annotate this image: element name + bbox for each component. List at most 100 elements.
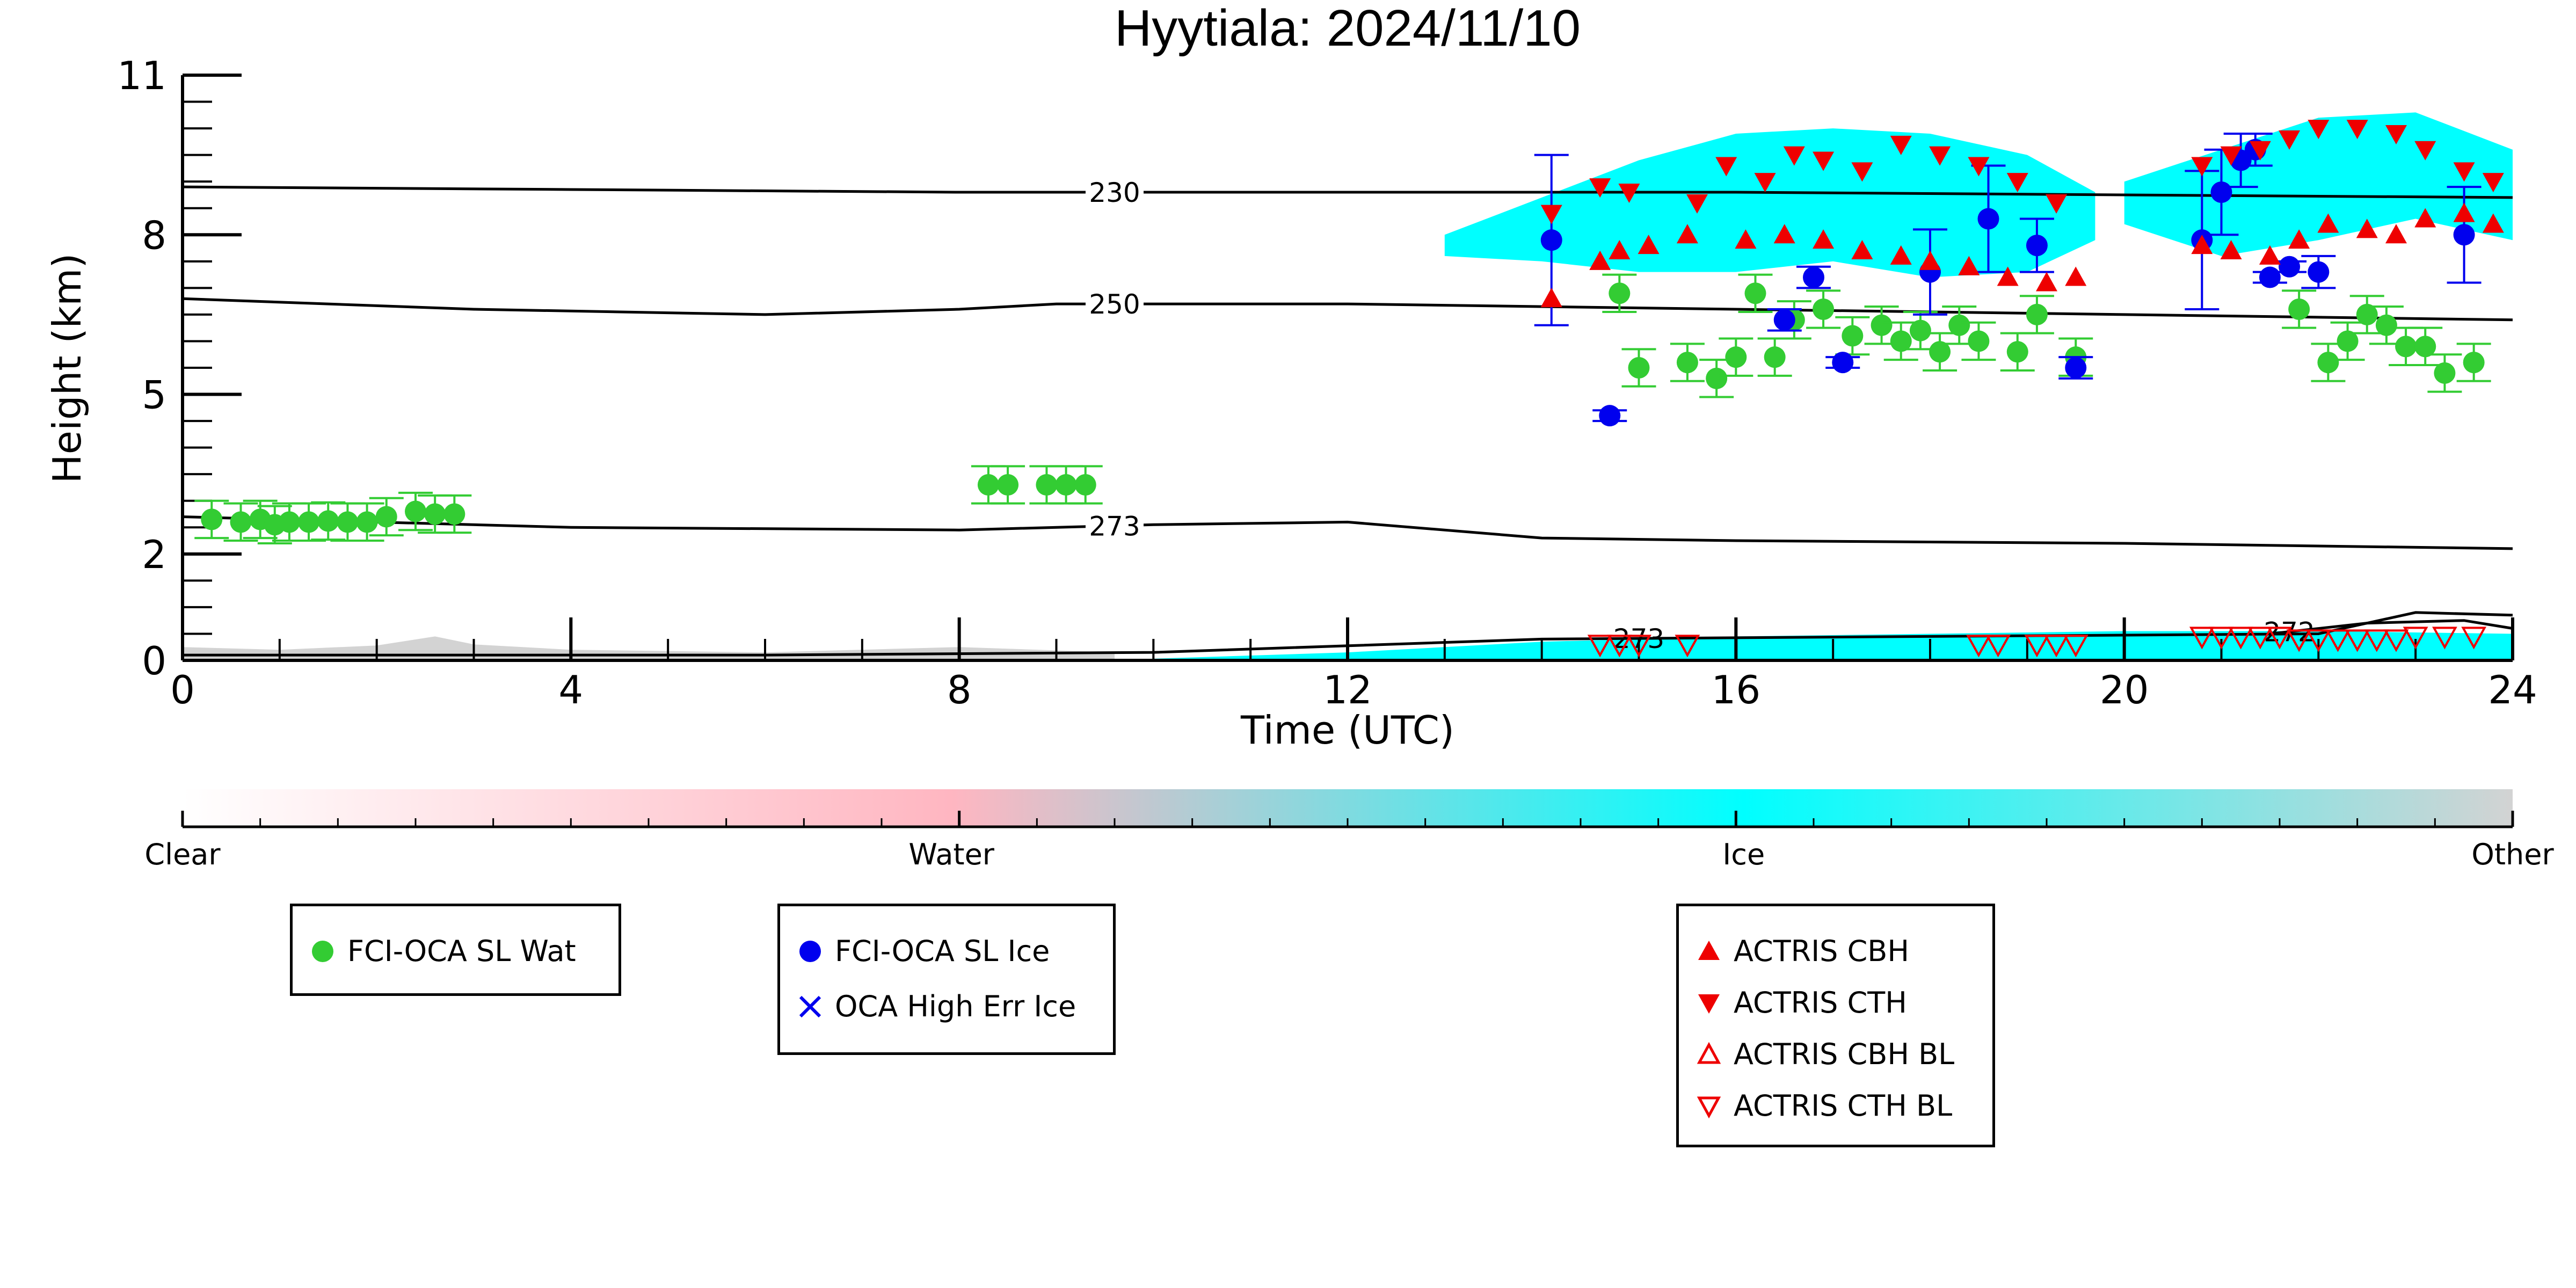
data-point [2337, 330, 2359, 352]
data-point [2006, 173, 2028, 193]
data-point [1618, 184, 1640, 203]
data-point [2395, 336, 2417, 358]
data-point [278, 511, 300, 533]
data-point [1871, 314, 1893, 336]
data-point [997, 474, 1019, 496]
ice-region [1444, 128, 2095, 278]
colorbar-label: Water [908, 838, 994, 871]
data-point [2346, 120, 2368, 140]
data-point [1977, 208, 1999, 230]
x-tick-label: 8 [947, 667, 972, 712]
data-point [1609, 240, 1631, 259]
data-point [1909, 319, 1931, 341]
data-point [2482, 173, 2504, 193]
data-point [2453, 162, 2475, 182]
circle-icon [795, 936, 825, 966]
chart-title: Hyytiala: 2024/11/10 [1115, 0, 1581, 57]
colorbar: Clear Water Ice Other [144, 789, 2554, 871]
data-point [1540, 229, 1562, 251]
legend-entry: ACTRIS CBH BL [1694, 1037, 1954, 1071]
data-point [2414, 208, 2436, 228]
data-point [2414, 336, 2436, 358]
legend-label: OCA High Err Ice [835, 989, 1076, 1023]
data-point [2325, 629, 2351, 652]
data-point [1958, 256, 1980, 275]
data-point [1764, 346, 1786, 368]
other-region [183, 636, 1115, 660]
data-point [2210, 181, 2232, 203]
data-point [977, 474, 999, 496]
isotherm-line [2269, 619, 2513, 635]
y-tick-label: 11 [117, 53, 166, 98]
data-point [1803, 266, 1824, 288]
legend-label: ACTRIS CBH BL [1734, 1037, 1955, 1071]
data-point [1609, 282, 1631, 304]
data-point [2288, 229, 2310, 249]
isotherm-label-bg [1086, 177, 1144, 205]
data-point [2026, 303, 2048, 325]
data-point [2191, 157, 2213, 177]
legend-entry: FCI-OCA SL Ice [795, 934, 1050, 968]
x-tick-label: 0 [170, 667, 195, 712]
y-tick-label: 2 [142, 532, 166, 577]
x-icon [795, 992, 825, 1022]
data-point [2383, 629, 2409, 652]
data-point [1966, 635, 1991, 658]
isotherm-label: 250 [1089, 289, 1140, 320]
data-point [2317, 352, 2339, 374]
data-point [1813, 229, 1835, 249]
data-point [2453, 224, 2475, 246]
x-tick-label: 12 [1323, 667, 1372, 712]
colorbar-label: Other [2471, 838, 2554, 871]
data-point [1890, 245, 1912, 265]
isotherm-label: 230 [1089, 177, 1140, 208]
data-point [1890, 135, 1912, 155]
legend-water: FCI-OCA SL Wat [290, 904, 621, 996]
data-point [1773, 309, 1795, 331]
data-point [2432, 627, 2457, 650]
data-point [2288, 299, 2310, 320]
data-point [337, 511, 359, 533]
data-point [2317, 213, 2339, 233]
isotherm-label-bg [1086, 511, 1144, 539]
data-point [2247, 627, 2273, 650]
data-point [2434, 362, 2456, 384]
data-point [1675, 635, 1700, 658]
data-point [1074, 474, 1096, 496]
data-point [2385, 224, 2407, 244]
data-point [1599, 405, 1621, 427]
isotherm-label-bg [1086, 289, 1144, 317]
data-point [2065, 266, 2087, 286]
data-point [201, 508, 223, 530]
data-point [2036, 272, 2057, 292]
triangle-down-icon [1694, 988, 1724, 1018]
x-tick-label: 20 [2100, 667, 2149, 712]
data-point [405, 500, 426, 522]
data-point [1036, 474, 1058, 496]
legend-label: ACTRIS CBH [1734, 934, 1909, 968]
x-tick-label: 24 [2488, 667, 2537, 712]
data-point [2209, 627, 2234, 650]
data-point [1628, 357, 1650, 379]
data-point [2026, 235, 2048, 257]
data-point [1715, 157, 1737, 177]
data-point [1540, 205, 1562, 224]
legend-ice: FCI-OCA SL Ice OCA High Err Ice [777, 904, 1116, 1055]
data-point [2345, 629, 2370, 652]
triangle-down-open-icon [1694, 1091, 1724, 1121]
data-point [1813, 299, 1835, 320]
legend-actris: ACTRIS CBH ACTRIS CTH ACTRIS CBH BL ACTR… [1676, 904, 1995, 1147]
data-point [1997, 266, 2019, 286]
data-point [2279, 130, 2301, 150]
data-point [2414, 141, 2436, 161]
data-point [2364, 629, 2390, 652]
data-point [1851, 162, 1873, 182]
isotherm-line [182, 185, 2513, 199]
x-tick-label: 16 [1712, 667, 1761, 712]
data-point [2259, 266, 2281, 288]
data-point [424, 503, 446, 525]
data-point [1540, 288, 1562, 308]
data-point [1055, 474, 1077, 496]
legend-entry: ACTRIS CTH [1694, 986, 1907, 1020]
